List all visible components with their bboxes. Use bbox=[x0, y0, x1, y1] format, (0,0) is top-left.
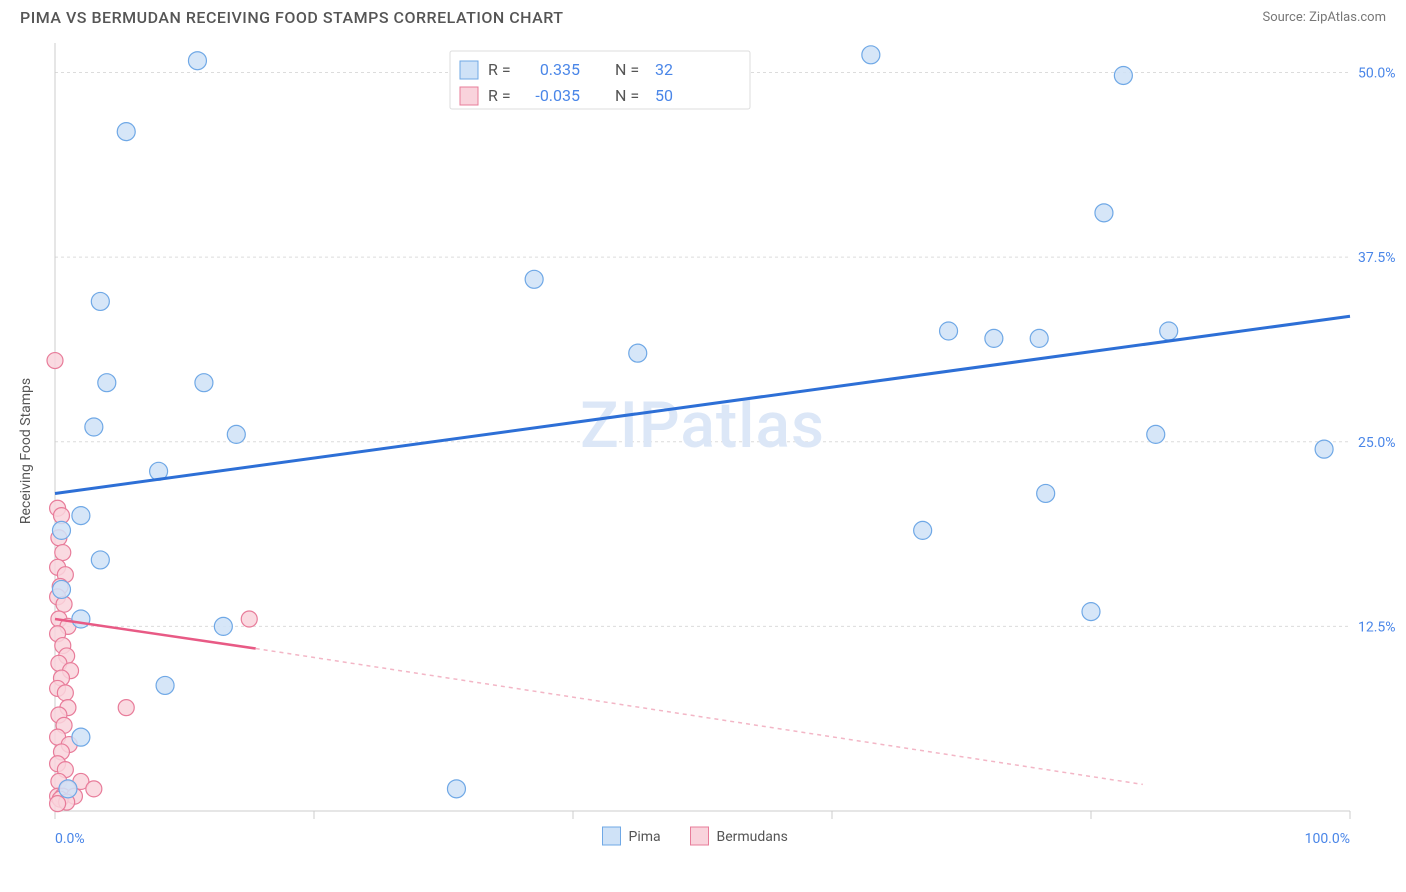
trend-line-bermudans-ext bbox=[256, 649, 1143, 785]
data-point bbox=[1082, 603, 1100, 621]
legend-r-label: R = bbox=[488, 60, 511, 79]
data-point bbox=[86, 781, 102, 797]
data-point bbox=[47, 353, 63, 369]
bottom-legend-label: Pima bbox=[629, 829, 661, 845]
title-row: PIMA VS BERMUDAN RECEIVING FOOD STAMPS C… bbox=[0, 0, 1406, 31]
data-point bbox=[914, 521, 932, 539]
data-point bbox=[52, 521, 70, 539]
watermark: ZIPatlas bbox=[580, 388, 825, 463]
data-point bbox=[72, 507, 90, 525]
data-point bbox=[862, 46, 880, 64]
data-point bbox=[91, 551, 109, 569]
data-point bbox=[227, 425, 245, 443]
legend-n-value: 32 bbox=[655, 60, 673, 79]
data-point bbox=[525, 270, 543, 288]
data-point bbox=[214, 617, 232, 635]
scatter-chart: 12.5% 25.0% 37.5% 50.0% ZIPatlas R = 0.335 N = 3… bbox=[0, 31, 1406, 871]
legend-r-value: 0.335 bbox=[540, 60, 580, 79]
bottom-legend-swatch bbox=[603, 827, 621, 845]
y-tick-label: 50.0% bbox=[1358, 66, 1396, 82]
data-point bbox=[98, 374, 116, 392]
data-point bbox=[1114, 66, 1132, 84]
data-point bbox=[52, 580, 70, 598]
data-point bbox=[1030, 329, 1048, 347]
data-point bbox=[55, 545, 71, 561]
data-point bbox=[1095, 204, 1113, 222]
bottom-legend-swatch bbox=[691, 827, 709, 845]
data-point bbox=[117, 123, 135, 141]
data-point bbox=[50, 796, 66, 812]
data-point bbox=[241, 611, 257, 627]
data-point bbox=[156, 676, 174, 694]
x-right-label: 100.0% bbox=[1305, 831, 1350, 847]
data-point bbox=[188, 52, 206, 70]
legend-swatch bbox=[460, 61, 478, 79]
source-label: Source: ZipAtlas.com bbox=[1262, 10, 1386, 25]
bottom-legend-label: Bermudans bbox=[717, 829, 788, 845]
data-point bbox=[85, 418, 103, 436]
data-point bbox=[1147, 425, 1165, 443]
data-point bbox=[91, 292, 109, 310]
data-point bbox=[985, 329, 1003, 347]
y-tick-label: 25.0% bbox=[1358, 435, 1396, 451]
legend-n-label: N = bbox=[615, 60, 639, 79]
data-point bbox=[72, 728, 90, 746]
chart-container: PIMA VS BERMUDAN RECEIVING FOOD STAMPS C… bbox=[0, 0, 1406, 892]
data-point bbox=[59, 780, 77, 798]
data-point bbox=[1160, 322, 1178, 340]
trend-line-pima bbox=[55, 316, 1350, 493]
chart-title: PIMA VS BERMUDAN RECEIVING FOOD STAMPS C… bbox=[20, 8, 564, 27]
legend-swatch bbox=[460, 87, 478, 105]
y-axis-label: Receiving Food Stamps bbox=[18, 378, 34, 524]
data-point bbox=[629, 344, 647, 362]
data-point bbox=[118, 700, 134, 716]
legend-n-label: N = bbox=[615, 86, 639, 105]
chart-area: Receiving Food Stamps 12.5% 25.0% 37.5% 50.… bbox=[0, 31, 1406, 871]
data-point bbox=[447, 780, 465, 798]
y-tick-label: 37.5% bbox=[1358, 250, 1396, 266]
legend-r-label: R = bbox=[488, 86, 511, 105]
data-point bbox=[1037, 484, 1055, 502]
data-point bbox=[72, 610, 90, 628]
data-point bbox=[195, 374, 213, 392]
data-point bbox=[1315, 440, 1333, 458]
legend-r-value: -0.035 bbox=[535, 86, 580, 105]
data-point bbox=[57, 685, 73, 701]
x-left-label: 0.0% bbox=[55, 831, 85, 847]
data-point bbox=[940, 322, 958, 340]
legend-n-value: 50 bbox=[655, 86, 673, 105]
y-tick-label: 12.5% bbox=[1358, 619, 1396, 635]
